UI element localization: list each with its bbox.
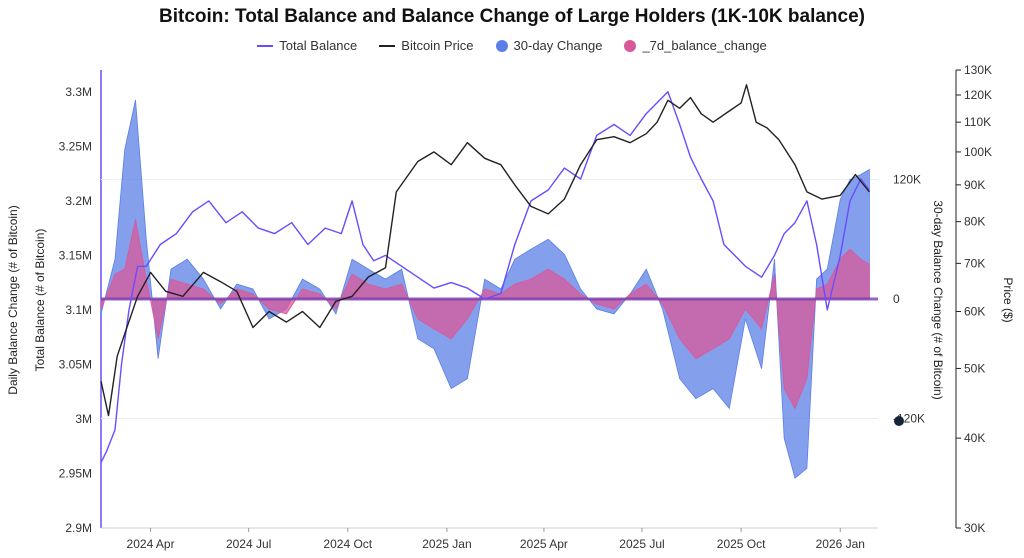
x-tick-label: 2025 Apr bbox=[520, 537, 568, 551]
series-7d-change-area bbox=[100, 219, 870, 410]
y-tick-label-price: 30K bbox=[964, 521, 985, 535]
legend-dot-icon bbox=[624, 39, 637, 52]
x-tick-label: 2024 Apr bbox=[127, 537, 175, 551]
legend-label: Bitcoin Price bbox=[401, 38, 474, 53]
legend-item-bitcoin-price[interactable]: Bitcoin Price bbox=[379, 38, 474, 53]
y-tick-label-left: 3.2M bbox=[65, 194, 92, 208]
y-axis-title-daily-change: Daily Balance Change (# of Bitcoin) bbox=[6, 205, 20, 394]
legend-item-7d-change[interactable]: _7d_balance_change bbox=[624, 38, 767, 53]
legend-dot-icon bbox=[495, 39, 508, 52]
legend-label: 30-day Change bbox=[513, 38, 603, 53]
y-axis-title-price: Price ($) bbox=[1001, 277, 1015, 322]
y-axis-title-30d-change: 30-day Balance Change (# of Bitcoin) bbox=[931, 200, 945, 399]
legend-line-icon bbox=[379, 44, 396, 47]
y-tick-label-price: 70K bbox=[964, 256, 985, 270]
series-bitcoin-price-line bbox=[100, 84, 870, 417]
y-tick-label-left: 3.15M bbox=[59, 248, 92, 262]
x-tick-label: 2025 Oct bbox=[717, 537, 766, 551]
series-total-balance-line bbox=[100, 91, 870, 463]
y-tick-label-left: 3.1M bbox=[65, 303, 92, 317]
y-tick-label-left: 3M bbox=[75, 412, 92, 426]
chart-title: Bitcoin: Total Balance and Balance Chang… bbox=[159, 6, 865, 27]
y-tick-label-price: 90K bbox=[964, 178, 985, 192]
legend-item-30-day-change[interactable]: 30-day Change bbox=[495, 38, 603, 53]
y-tick-label-left: 3.05M bbox=[59, 357, 92, 371]
y-tick-label-price: 40K bbox=[964, 431, 985, 445]
legend-label: Total Balance bbox=[279, 38, 358, 53]
y-tick-label-price: 80K bbox=[964, 215, 985, 229]
legend-item-total-balance[interactable]: Total Balance bbox=[257, 38, 357, 53]
legend-label: _7d_balance_change bbox=[642, 38, 767, 53]
y-tick-label-left: 2.9M bbox=[65, 521, 92, 535]
legend-line-icon bbox=[257, 44, 274, 47]
x-tick-label: 2025 Jul bbox=[619, 537, 664, 551]
y-tick-label-price: 50K bbox=[964, 361, 985, 375]
legend: Total Balance Bitcoin Price 30-day Chang… bbox=[0, 38, 1024, 53]
marker-dot-icon bbox=[894, 416, 904, 426]
y-tick-label-price: 130K bbox=[964, 63, 992, 77]
y-tick-label-price: 100K bbox=[964, 145, 992, 159]
y-tick-label-price: 110K bbox=[964, 115, 991, 129]
x-tick-label: 2024 Oct bbox=[323, 537, 372, 551]
y-tick-label-price: 60K bbox=[964, 305, 985, 319]
y-tick-label-left: 2.95M bbox=[59, 466, 92, 480]
y-axis-title-total-balance: Total Balance (# of Bitcoin) bbox=[33, 229, 47, 372]
y-tick-label-right-inner: 120K bbox=[893, 173, 921, 187]
y-tick-label-left: 3.3M bbox=[65, 85, 92, 99]
x-tick-label: 2025 Jan bbox=[422, 537, 471, 551]
x-tick-label: 2024 Jul bbox=[226, 537, 271, 551]
x-tick-label: 2026 Jan bbox=[816, 537, 865, 551]
y-tick-label-right-inner: 0 bbox=[893, 292, 900, 306]
y-tick-label-left: 3.25M bbox=[59, 139, 92, 153]
y-tick-label-price: 120K bbox=[964, 88, 992, 102]
